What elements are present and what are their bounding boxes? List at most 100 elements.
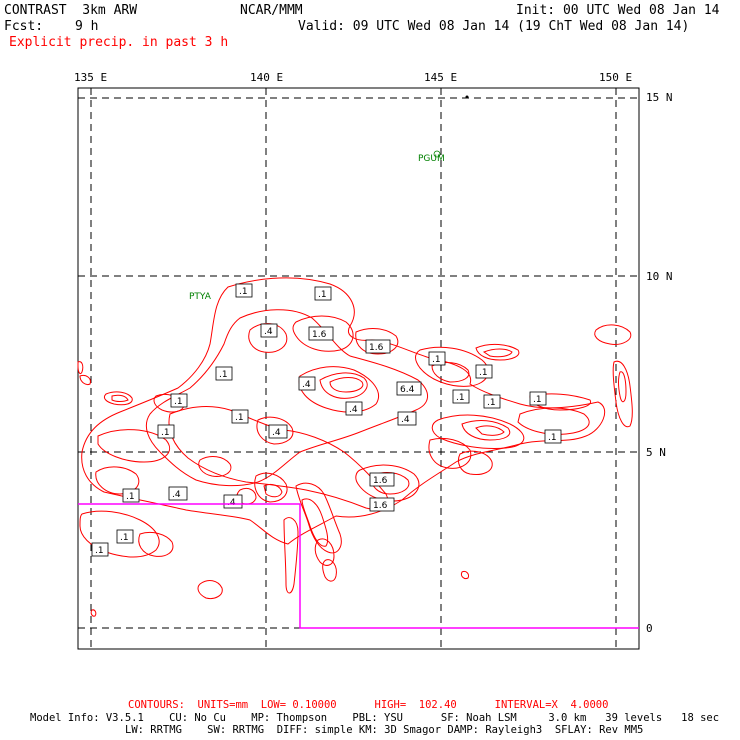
precip-contour bbox=[355, 464, 420, 502]
precip-contour bbox=[431, 362, 470, 383]
contour-label-text: .1 bbox=[548, 433, 557, 443]
center-name: NCAR/MMM bbox=[240, 3, 303, 18]
contour-label-text: .1 bbox=[479, 368, 488, 378]
lat-label-10n: 10 N bbox=[646, 270, 673, 283]
contour-label: .1 bbox=[91, 542, 109, 557]
valid-time: Valid: 09 UTC Wed 08 Jan 14 (19 ChT Wed … bbox=[298, 19, 690, 34]
contour-label: .1 bbox=[215, 366, 233, 381]
lon-label-135e: 135 E bbox=[74, 71, 107, 84]
model-info-line-1: Model Info: V3.5.1 CU: No Cu MP: Thompso… bbox=[30, 712, 720, 724]
precip-contour bbox=[612, 360, 633, 428]
contour-label: 1.6 bbox=[365, 339, 391, 354]
contour-label-text: .4 bbox=[227, 498, 236, 508]
island-marker bbox=[465, 95, 469, 99]
contour-label: .1 bbox=[475, 364, 493, 379]
contour-label-text: .1 bbox=[456, 393, 465, 403]
contour-label: .1 bbox=[452, 389, 470, 404]
contour-label-text: .1 bbox=[533, 395, 542, 405]
precip-contour bbox=[461, 571, 469, 579]
nest-domain-boundary bbox=[78, 503, 639, 629]
precip-contour bbox=[77, 361, 84, 375]
field-title: Explicit precip. in past 3 h bbox=[9, 35, 229, 50]
contour-label-text: 1.6 bbox=[373, 501, 388, 511]
lon-label-140e: 140 E bbox=[250, 71, 283, 84]
model-name: CONTRAST 3km ARW bbox=[4, 3, 138, 18]
contour-label-text: 1.6 bbox=[312, 330, 327, 340]
precip-contour bbox=[475, 343, 520, 361]
contour-label-text: .4 bbox=[401, 415, 410, 425]
precip-contour bbox=[138, 531, 174, 557]
contour-label-text: .4 bbox=[349, 405, 358, 415]
lat-label-5n: 5 N bbox=[646, 446, 666, 459]
precip-contour bbox=[111, 394, 129, 402]
contour-label: 1.6 bbox=[369, 472, 395, 487]
forecast-label: Fcst: bbox=[4, 19, 44, 34]
contour-label-text: .4 bbox=[272, 428, 281, 438]
precip-contour bbox=[618, 371, 627, 403]
precip-contour bbox=[295, 482, 342, 554]
lon-label-145e: 145 E bbox=[424, 71, 457, 84]
precip-contour bbox=[79, 510, 160, 558]
precip-contour bbox=[168, 406, 388, 510]
contour-label: .1 bbox=[231, 409, 249, 424]
contour-label: .4 bbox=[298, 376, 316, 391]
precip-contour bbox=[198, 456, 232, 477]
contour-label-text: .1 bbox=[174, 397, 183, 407]
lat-label-15n: 15 N bbox=[646, 91, 673, 104]
contour-label: .1 bbox=[428, 351, 446, 366]
contour-label: .1 bbox=[122, 488, 140, 503]
contour-label-text: .1 bbox=[219, 370, 228, 380]
contour-label: .1 bbox=[157, 424, 175, 439]
map-panel: 135 E 140 E 145 E 150 E 15 N 10 N 5 N 0 bbox=[74, 71, 673, 650]
contour-label-text: 1.6 bbox=[369, 343, 384, 353]
precip-contour bbox=[103, 391, 133, 406]
contour-label-text: .1 bbox=[120, 533, 129, 543]
precip-contour bbox=[90, 609, 97, 617]
contour-label: 1.6 bbox=[369, 497, 395, 512]
contour-label-text: .1 bbox=[235, 413, 244, 423]
precip-contours bbox=[77, 277, 633, 617]
contour-label-text: 1.6 bbox=[373, 476, 388, 486]
precip-contour bbox=[292, 315, 354, 352]
precip-contour bbox=[97, 429, 171, 463]
precip-contour bbox=[145, 309, 428, 487]
contour-label-text: .1 bbox=[318, 290, 327, 300]
contour-label-text: .1 bbox=[95, 546, 104, 556]
precip-contour bbox=[95, 466, 140, 495]
contour-label: 1.6 bbox=[308, 326, 334, 341]
contour-label: .4 bbox=[223, 494, 243, 509]
contour-label: .4 bbox=[268, 424, 288, 439]
model-info-line-2: LW: RRTMG SW: RRTMG DIFF: simple KM: 3D … bbox=[125, 724, 644, 736]
precip-contour bbox=[517, 407, 590, 435]
contour-label-text: .1 bbox=[161, 428, 170, 438]
precip-contour bbox=[314, 538, 335, 566]
precip-contour bbox=[461, 420, 511, 441]
precip-contour bbox=[301, 498, 329, 547]
contour-label-text: .1 bbox=[126, 492, 135, 502]
precip-contour bbox=[197, 580, 223, 599]
contour-label-text: .1 bbox=[239, 287, 248, 297]
contours-info: CONTOURS: UNITS=mm LOW= 0.10000 HIGH= 10… bbox=[128, 699, 609, 711]
contour-label-text: .1 bbox=[487, 398, 496, 408]
precip-contour bbox=[329, 377, 364, 393]
contour-labels: .1 .1 .4 1.6 1.6 .1 .1 .4 .1 6.4 .4 .1 .… bbox=[91, 283, 562, 557]
contour-label-text: .4 bbox=[302, 380, 311, 390]
init-time: Init: 00 UTC Wed 08 Jan 14 bbox=[516, 3, 720, 18]
contour-label: .1 bbox=[544, 429, 562, 444]
forecast-hour: 9 h bbox=[75, 19, 99, 34]
precip-contour bbox=[79, 375, 91, 385]
precip-contour bbox=[263, 483, 283, 498]
precip-contour bbox=[428, 437, 472, 469]
map-frame bbox=[77, 87, 640, 650]
contour-label-text: .4 bbox=[172, 490, 181, 500]
contour-label: .4 bbox=[345, 401, 363, 416]
precip-contour bbox=[355, 328, 399, 355]
lon-label-150e: 150 E bbox=[599, 71, 632, 84]
precip-contour bbox=[254, 472, 288, 503]
precip-contour bbox=[256, 416, 294, 445]
precip-contour bbox=[475, 425, 505, 436]
contour-label: .1 bbox=[235, 283, 253, 298]
contour-label: 6.4 bbox=[396, 381, 422, 396]
precip-contour bbox=[482, 348, 513, 358]
contour-label: .1 bbox=[314, 286, 332, 301]
